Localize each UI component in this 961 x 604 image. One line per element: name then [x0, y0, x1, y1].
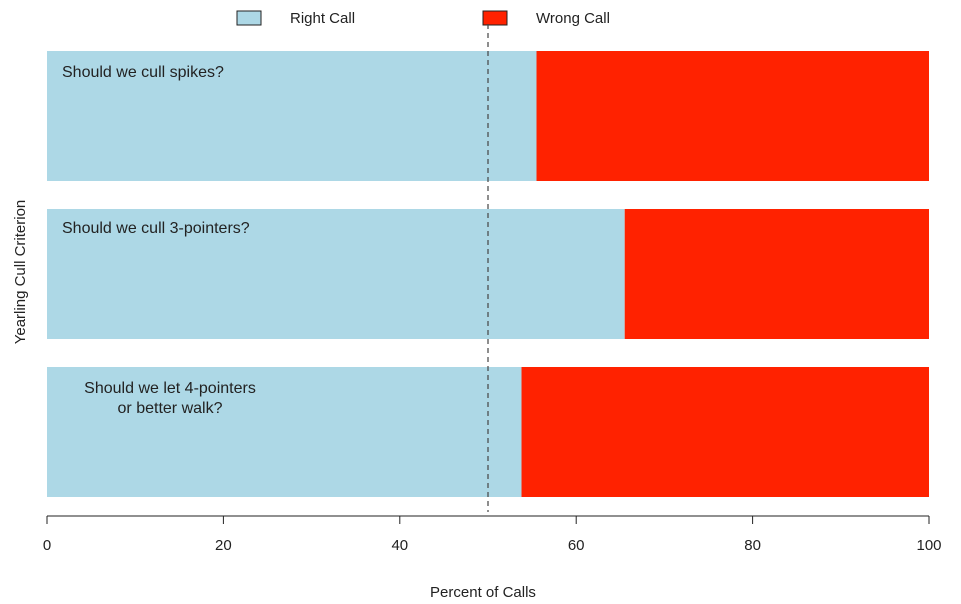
category-label-2: Should we cull 3-pointers?	[62, 220, 250, 237]
x-axis: 0 20 40 60 80 100	[43, 515, 942, 554]
legend-swatch-wrong-call	[482, 10, 508, 26]
legend: Right Call Wrong Call	[236, 10, 610, 27]
x-tick-label-80: 80	[744, 537, 761, 554]
bar-right-call-1	[47, 51, 537, 181]
bar-wrong-call-1	[536, 51, 929, 181]
bar-right-call-3	[47, 367, 522, 497]
bar-labels-group: Should we cull spikes? Should we cull 3-p…	[62, 64, 256, 417]
y-axis-title: Yearling Cull Criterion	[12, 200, 29, 345]
x-axis-title: Percent of Calls	[430, 584, 536, 601]
x-tick-label-60: 60	[568, 537, 585, 554]
legend-label-right-call: Right Call	[290, 10, 355, 27]
bar-wrong-call-3	[521, 367, 929, 497]
bar-wrong-call-2	[624, 209, 929, 339]
x-tick-label-100: 100	[916, 537, 941, 554]
x-tick-label-0: 0	[43, 537, 51, 554]
category-label-1: Should we cull spikes?	[62, 64, 224, 81]
x-tick-label-20: 20	[215, 537, 232, 554]
category-label-3-line-1: Should we let 4-pointers	[84, 380, 256, 397]
bar-right-call-2	[47, 209, 625, 339]
x-tick-label-40: 40	[391, 537, 408, 554]
legend-swatch-right-call	[236, 10, 262, 26]
bars-group	[47, 51, 929, 497]
category-label-3-line-2: or better walk?	[118, 400, 223, 417]
legend-label-wrong-call: Wrong Call	[536, 10, 610, 27]
